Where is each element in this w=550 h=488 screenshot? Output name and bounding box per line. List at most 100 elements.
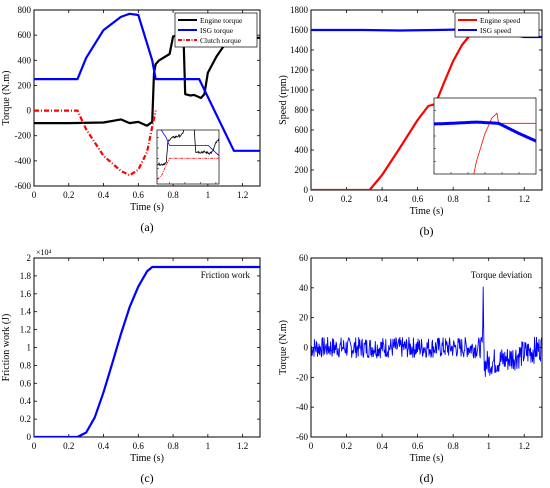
x-tick-label: 0: [32, 441, 37, 451]
y-tick-label: 1000: [290, 85, 309, 95]
x-tick-label: 0: [309, 441, 314, 451]
plot-area: [311, 286, 542, 377]
y-tick-label: 0.2: [20, 414, 31, 424]
x-tick-label: 0: [309, 194, 314, 204]
series-line-engine-torque: [34, 34, 260, 127]
plot-frame: [33, 257, 261, 438]
x-axis-label: Time (s): [410, 206, 444, 217]
inset-line: [434, 120, 536, 143]
x-tick-label: 0.8: [167, 441, 179, 451]
y-tick-label: -400: [15, 156, 32, 166]
y-tick-label: 1.4: [20, 307, 32, 317]
x-tick-label: 0.6: [133, 190, 145, 200]
series-line-isg-torque: [34, 12, 260, 152]
series-line-torque-deviation: [311, 286, 542, 377]
x-tick-label: 0.6: [133, 441, 145, 451]
y-tick-label: 0: [304, 185, 309, 195]
legend-label: Engine torque: [200, 16, 243, 25]
x-tick-label: 0.2: [63, 441, 74, 451]
y-axis-label: Speed (rpm): [278, 75, 289, 125]
y-tick-label: 800: [295, 105, 309, 115]
x-axis-label: Time (s): [130, 202, 164, 213]
y-tick-label: -60: [296, 432, 308, 442]
y-tick-label: 20: [299, 313, 309, 323]
y-tick-label: 200: [295, 165, 309, 175]
inset-line: [160, 130, 219, 156]
y-tick-label: 0.8: [20, 360, 32, 370]
x-tick-label: 0: [32, 190, 37, 200]
y-tick-label: 1200: [290, 65, 309, 75]
y-tick-label: 1: [27, 343, 32, 353]
zoom-inset-1: [433, 97, 537, 175]
y-tick-label: 2: [27, 253, 32, 263]
x-tick-label: 0.6: [412, 441, 424, 451]
chart-panel-0: 0 0.2 0.4 0.6 0.8 1 1.2 -600 -400 -200 0 200 400 600 8…: [1, 5, 261, 234]
legend-label: Engine speed: [480, 16, 520, 25]
x-tick-label: 1: [206, 441, 211, 451]
y-tick-label: 1.8: [20, 271, 32, 281]
x-tick-label: 0.8: [448, 194, 460, 204]
x-tick-label: 0.4: [376, 441, 388, 451]
x-axis-label: Time (s): [130, 453, 164, 464]
x-tick-label: 1.2: [519, 194, 530, 204]
y-axis-label: Torque (N.m): [278, 320, 289, 375]
legend-label: ISG torque: [200, 26, 234, 35]
y-tick-label: 1600: [290, 25, 309, 35]
legend: Friction work: [201, 270, 251, 280]
y-axis-label: Torque (N.m): [1, 71, 12, 126]
y-axis-label: Friction work (J): [1, 314, 12, 382]
inset-frame: [433, 97, 537, 175]
x-tick-label: 0.4: [376, 194, 388, 204]
x-tick-label: 1: [486, 194, 491, 204]
x-tick-label: 1: [206, 190, 211, 200]
zoom-inset-0: [156, 129, 220, 185]
x-tick-label: 0.2: [341, 194, 352, 204]
y-tick-label: 1.2: [20, 325, 31, 335]
y-tick-label: 40: [299, 283, 309, 293]
inset-line: [157, 157, 219, 180]
x-tick-label: 0.4: [98, 190, 110, 200]
x-tick-label: 0.2: [341, 441, 352, 451]
y-tick-label: 0.6: [20, 378, 32, 388]
y-tick-label: 600: [18, 30, 32, 40]
legend-label: Torque deviation: [471, 270, 533, 280]
x-tick-label: 0.8: [448, 441, 460, 451]
legend-label: Clutch torque: [200, 36, 242, 45]
y-tick-label: 1.6: [20, 289, 32, 299]
y-tick-label: 1400: [290, 45, 309, 55]
inset-line: [473, 112, 536, 174]
panel-caption: (c): [140, 471, 153, 485]
x-tick-label: 1.2: [519, 441, 530, 451]
plot-frame: [310, 9, 543, 191]
y-tick-label: 800: [18, 5, 32, 15]
legend-label: ISG speed: [480, 26, 511, 35]
panel-caption: (d): [420, 471, 434, 485]
y-tick-label: -40: [296, 402, 308, 412]
legend-box: [454, 12, 540, 38]
y-tick-label: -200: [15, 131, 32, 141]
series-line-friction-work: [34, 265, 260, 437]
y-tick-label: 1800: [290, 5, 309, 15]
y-tick-label: -600: [15, 181, 32, 191]
plot-area: [34, 265, 260, 437]
x-tick-label: 1.2: [237, 190, 248, 200]
y-tick-label: 400: [18, 55, 32, 65]
y-tick-label: 600: [295, 125, 309, 135]
axis-multiplier: ×10⁴: [36, 248, 52, 257]
inset-frame: [156, 129, 220, 185]
x-tick-label: 0.2: [63, 190, 74, 200]
y-tick-label: 0: [304, 343, 309, 353]
chart-panel-3: 0 0.2 0.4 0.6 0.8 1 1.2 -60 -40 -20 0 20 40 60 Time (s…: [278, 253, 543, 485]
x-tick-label: 1.2: [237, 441, 248, 451]
x-tick-label: 0.6: [412, 194, 424, 204]
plot-frame: [33, 9, 261, 187]
legend-label: Friction work: [201, 270, 251, 280]
y-tick-label: 60: [299, 253, 309, 263]
x-tick-label: 0.8: [167, 190, 179, 200]
legend: Torque deviation: [471, 270, 533, 280]
inset-line: [157, 130, 219, 167]
panel-caption: (a): [140, 220, 153, 234]
